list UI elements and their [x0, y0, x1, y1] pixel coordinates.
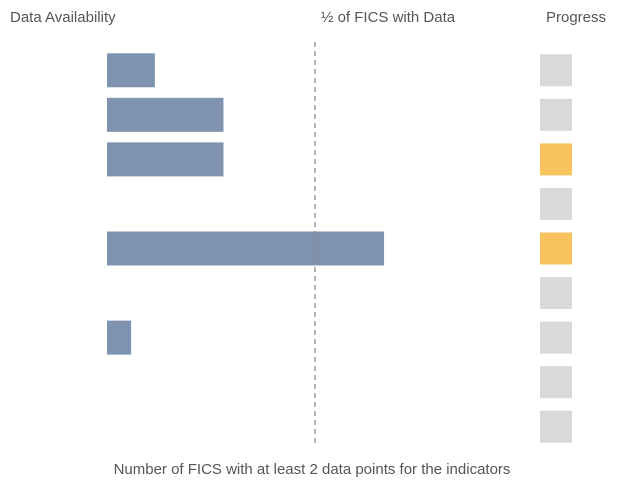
bar — [107, 97, 224, 132]
progress-square — [540, 410, 572, 443]
header-reference: ½ of FICS with Data — [321, 9, 456, 26]
bar — [107, 320, 132, 355]
bar — [107, 231, 385, 266]
progress-square — [540, 98, 572, 131]
x-axis-label: Number of FICS with at least 2 data poin… — [114, 461, 511, 478]
progress-square — [540, 143, 572, 176]
bar — [107, 53, 155, 88]
progress-square — [540, 321, 572, 354]
progress-square — [540, 187, 572, 220]
header-left: Data Availability — [10, 9, 116, 26]
header-right: Progress — [546, 9, 606, 26]
progress-square — [540, 277, 572, 310]
progress-square — [540, 54, 572, 87]
progress-square — [540, 232, 572, 265]
bar — [107, 142, 224, 177]
progress-square — [540, 366, 572, 399]
